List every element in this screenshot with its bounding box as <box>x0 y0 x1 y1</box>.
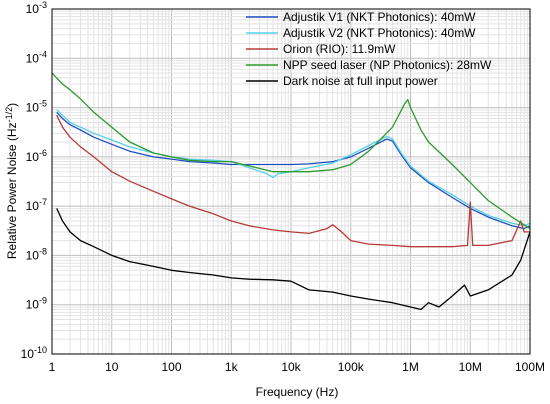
x-axis-title: Frequency (Hz) <box>256 385 339 399</box>
y-tick-exponent: -7 <box>39 197 47 207</box>
x-tick-label: 1k <box>225 360 239 374</box>
y-tick-base: 10 <box>26 2 40 16</box>
y-axis-title-exponent: -1/2 <box>4 107 14 123</box>
x-tick-label: 10k <box>281 360 301 374</box>
series-line-2 <box>56 109 531 227</box>
y-tick-label: 10-8 <box>26 246 47 262</box>
y-tick-exponent: -4 <box>39 49 47 59</box>
y-tick-label: 10-7 <box>26 197 47 213</box>
y-tick-label: 10-6 <box>26 148 47 164</box>
x-tick-label: 100M <box>515 360 545 374</box>
y-tick-exponent: -9 <box>39 296 47 306</box>
y-tick-base: 10 <box>26 51 40 65</box>
y-tick-exponent: -5 <box>39 99 47 109</box>
x-tick-label: 100k <box>338 360 365 374</box>
x-tick-label: 1 <box>49 360 56 374</box>
y-tick-base: 10 <box>26 298 40 312</box>
x-tick-label: 10M <box>459 360 482 374</box>
legend-label-3: Orion (RIO): 11.9mW <box>283 42 396 56</box>
plot-frame <box>51 8 531 355</box>
legend: Adjustik V1 (NKT Photonics): 40mW Adjusti… <box>246 10 492 88</box>
x-tick-label: 100 <box>161 360 181 374</box>
legend-label-4: NPP seed laser (NP Photonics): 28mW <box>283 58 492 72</box>
y-tick-label: 10-3 <box>26 0 47 16</box>
y-tick-label: 10-10 <box>21 345 47 361</box>
series-line-1 <box>56 111 531 230</box>
y-tick-base: 10 <box>26 150 40 164</box>
y-tick-label: 10-4 <box>26 49 47 65</box>
y-tick-label: 10-5 <box>26 99 47 115</box>
y-tick-base: 10 <box>21 347 35 361</box>
y-tick-exponent: -8 <box>39 246 47 256</box>
y-tick-base: 10 <box>26 248 40 262</box>
series-lines <box>51 72 531 311</box>
y-tick-base: 10 <box>26 101 40 115</box>
legend-label-5: Dark noise at full input power <box>283 74 438 88</box>
legend-label-1: Adjustik V1 (NKT Photonics): 40mW <box>283 10 476 24</box>
y-axis-title: Relative Power Noise (Hz-1/2) <box>4 103 19 259</box>
series-line-5 <box>56 208 531 311</box>
y-axis-title-close: ) <box>5 103 19 107</box>
x-tick-labels: 1 10 100 1k 10k 100k 1M 10M 100M <box>49 360 545 374</box>
y-tick-exponent: -6 <box>39 148 47 158</box>
y-tick-base: 10 <box>26 199 40 213</box>
legend-label-2: Adjustik V2 (NKT Photonics): 40mW <box>283 26 476 40</box>
y-tick-exponent: -10 <box>34 345 47 355</box>
series-line-4 <box>51 72 531 230</box>
series-line-3 <box>56 114 530 248</box>
x-tick-label: 10 <box>105 360 119 374</box>
y-axis-title-main: Relative Power Noise (Hz <box>5 122 19 259</box>
x-tick-label: 1M <box>402 360 419 374</box>
y-tick-label: 10-9 <box>26 296 47 312</box>
y-tick-exponent: -3 <box>39 0 47 10</box>
